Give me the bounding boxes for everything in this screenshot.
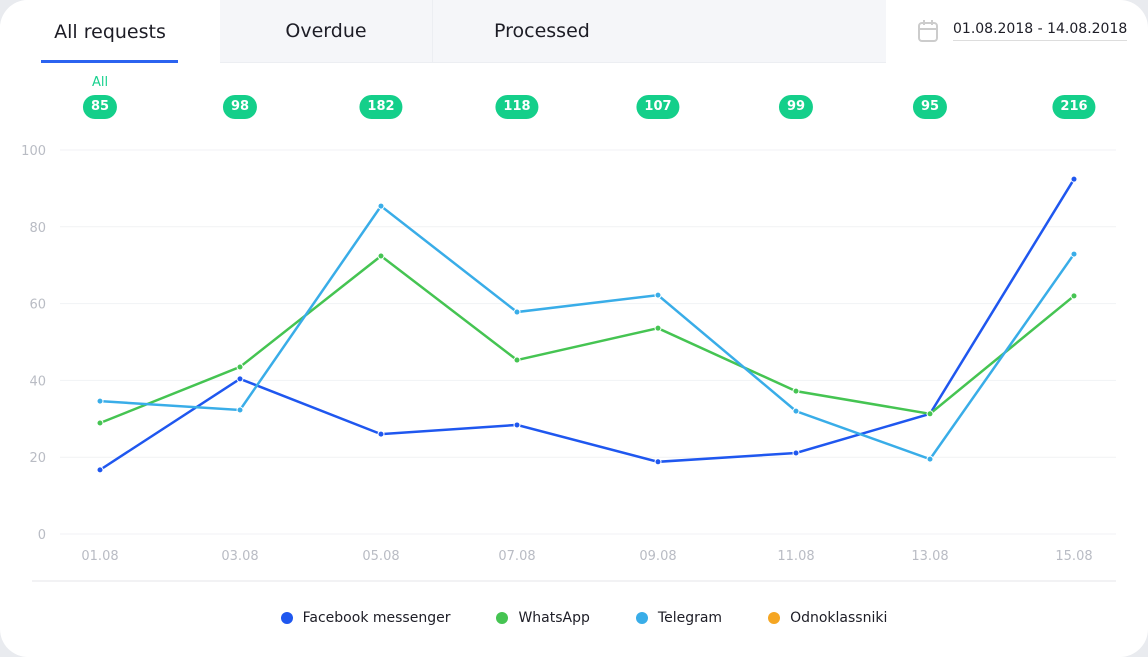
- data-point: [236, 363, 244, 371]
- y-tick-label: 60: [29, 298, 46, 313]
- series-line: [99, 204, 1076, 461]
- x-tick-label: 03.08: [221, 549, 258, 564]
- y-tick-label: 100: [21, 144, 46, 159]
- y-tick-label: 40: [29, 374, 46, 389]
- x-tick-label: 09.08: [639, 549, 676, 564]
- data-point: [1070, 175, 1078, 183]
- x-tick-label: 07.08: [498, 549, 535, 564]
- tab-bar: All requests Overdue Processed: [0, 0, 886, 63]
- series-line: [99, 254, 1075, 425]
- legend-item[interactable]: WhatsApp: [496, 610, 590, 626]
- legend-dot-icon: [280, 612, 293, 624]
- total-badge: 118: [495, 95, 539, 119]
- legend-item[interactable]: Telegram: [635, 610, 723, 626]
- series-line: [99, 178, 1076, 471]
- total-badge: 99: [778, 95, 814, 119]
- data-point: [96, 397, 104, 405]
- data-point: [654, 324, 662, 332]
- tab-overdue[interactable]: Overdue: [220, 0, 433, 63]
- data-point: [792, 407, 800, 415]
- tab-processed[interactable]: Processed: [433, 0, 886, 63]
- y-tick-label: 80: [29, 221, 46, 236]
- total-badge: 216: [1052, 95, 1096, 119]
- x-tick-label: 05.08: [362, 549, 399, 564]
- date-range-text[interactable]: 01.08.2018 - 14.08.2018: [953, 21, 1128, 41]
- data-point: [792, 449, 800, 457]
- data-point: [513, 308, 521, 316]
- total-badge: 98: [222, 95, 258, 119]
- legend-item[interactable]: Facebook messenger: [280, 610, 451, 626]
- data-point: [236, 375, 244, 383]
- tab-all-requests[interactable]: All requests: [0, 0, 220, 63]
- data-point: [236, 406, 244, 414]
- calendar-icon: [918, 20, 938, 42]
- data-point: [96, 419, 104, 427]
- data-point: [1070, 292, 1078, 300]
- legend-label: Facebook messenger: [302, 610, 451, 626]
- legend-label: Odnoklassniki: [790, 610, 888, 626]
- data-point: [513, 356, 521, 364]
- y-tick-label: 0: [38, 528, 46, 543]
- data-point: [377, 430, 385, 438]
- legend-label: WhatsApp: [518, 610, 590, 626]
- x-tick-label: 11.08: [777, 549, 814, 564]
- totals-label: All: [92, 75, 109, 90]
- x-tick-label: 01.08: [81, 549, 118, 564]
- total-badge: 95: [912, 95, 948, 119]
- y-tick-label: 20: [29, 451, 46, 466]
- legend-dot-icon: [635, 612, 648, 624]
- data-point: [926, 410, 934, 418]
- legend-label: Telegram: [657, 610, 723, 626]
- legend-item[interactable]: Odnoklassniki: [768, 610, 887, 626]
- data-point: [792, 387, 800, 395]
- x-tick-label: 15.08: [1055, 549, 1092, 564]
- legend: Facebook messenger WhatsApp Telegram Odnokl…: [0, 610, 1148, 626]
- total-badge: 182: [359, 95, 403, 119]
- total-badge: 107: [636, 95, 680, 119]
- line-chart: 0 20 40 60 80 100 01.08 03.08 05.08 07.08 09.08 11.…: [21, 144, 1116, 582]
- data-point: [377, 252, 385, 260]
- legend-dot-icon: [496, 612, 509, 624]
- x-tick-label: 13.08: [911, 549, 948, 564]
- data-point: [926, 455, 934, 463]
- date-range-picker[interactable]: 01.08.2018 - 14.08.2018: [917, 19, 1128, 43]
- data-point: [96, 466, 104, 474]
- data-point: [654, 291, 662, 299]
- data-point: [654, 458, 662, 466]
- data-point: [513, 421, 521, 429]
- total-badge: 85: [82, 95, 118, 119]
- data-point: [377, 202, 385, 210]
- legend-dot-icon: [768, 612, 781, 624]
- data-point: [1070, 250, 1078, 258]
